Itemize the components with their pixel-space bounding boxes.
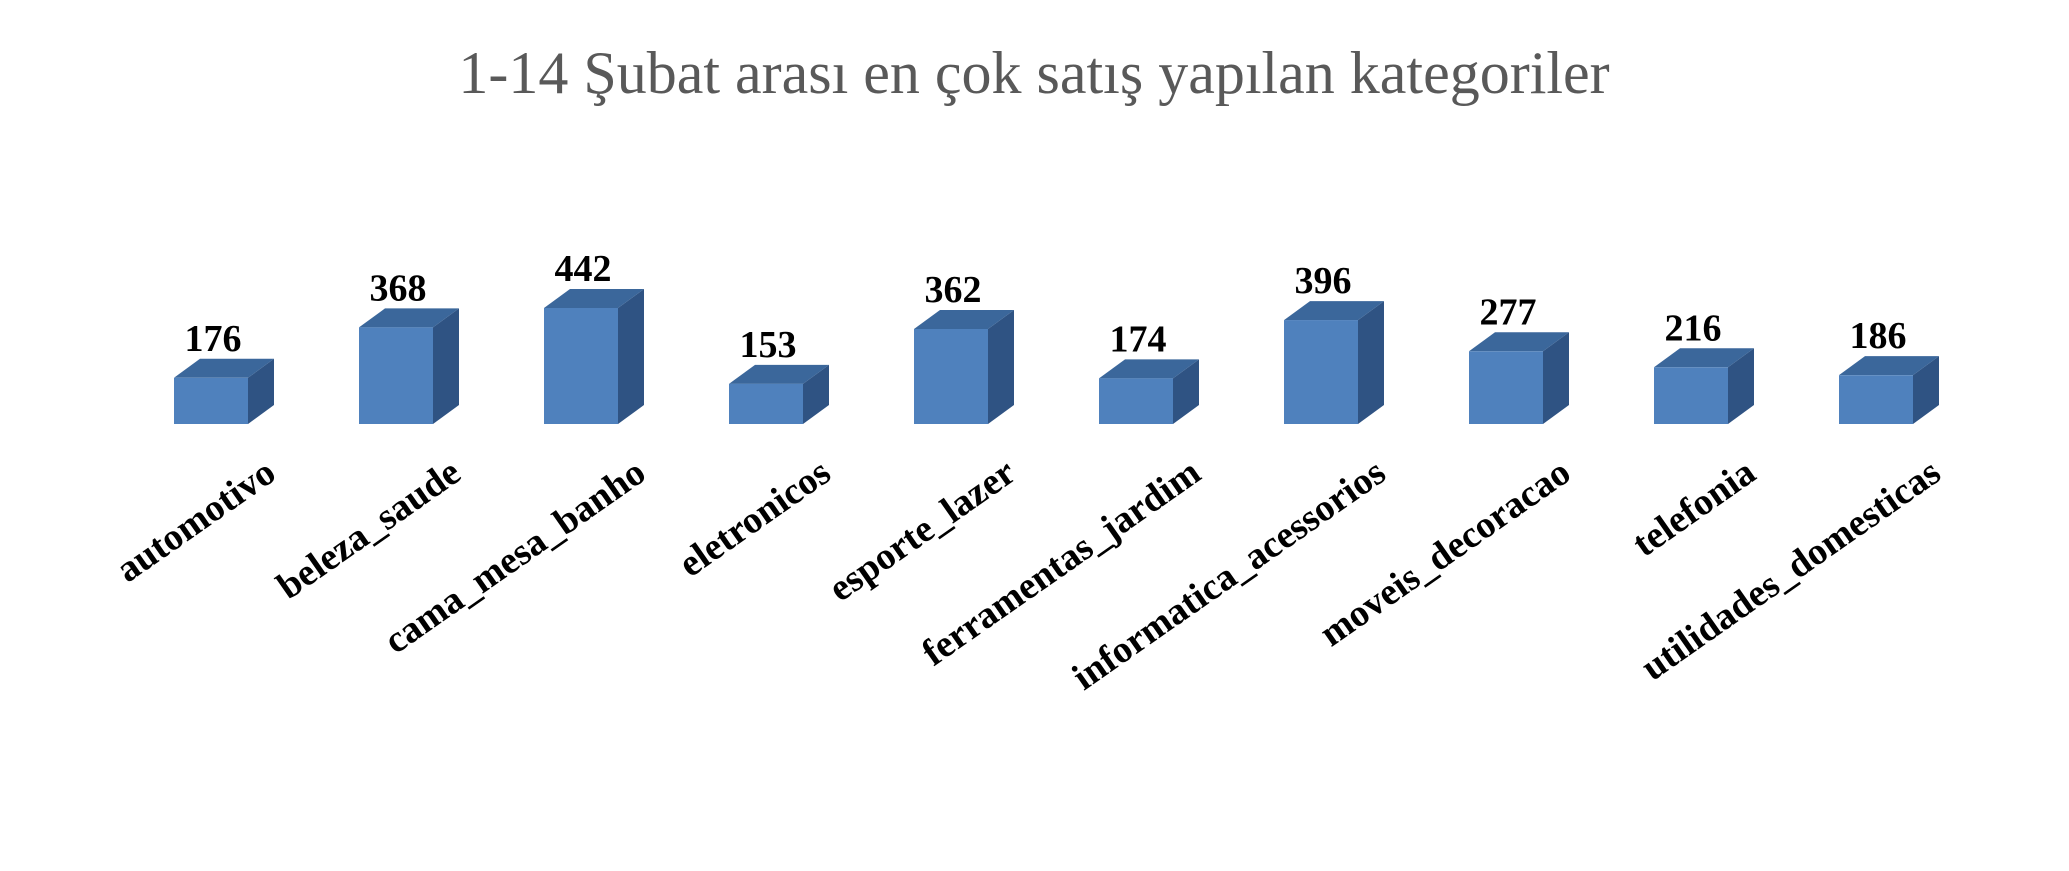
- bar-front-informatica_acessorios: [1284, 320, 1358, 424]
- value-label-moveis_decoracao: 277: [1480, 291, 1537, 333]
- bar-telefonia: [1654, 348, 1754, 424]
- bar-ferramentas_jardim: [1099, 359, 1199, 424]
- bar-front-automotivo: [174, 377, 248, 424]
- bar-top-beleza_saude: [359, 308, 459, 328]
- bar-top-informatica_acessorios: [1284, 301, 1384, 321]
- bar-top-telefonia: [1654, 348, 1754, 368]
- bar-side-esporte_lazer: [988, 309, 1014, 424]
- bar-top-automotivo: [174, 358, 274, 378]
- bar-informatica_acessorios: [1284, 301, 1384, 424]
- bar-side-informatica_acessorios: [1358, 301, 1384, 424]
- bar-front-utilidades_domesticas: [1839, 375, 1913, 424]
- bar-front-eletronicos: [729, 383, 803, 424]
- bar-top-ferramentas_jardim: [1099, 359, 1199, 379]
- bar-top-eletronicos: [729, 364, 829, 384]
- category-label-eletronicos: eletronicos: [671, 451, 838, 585]
- bar-beleza_saude: [359, 308, 459, 424]
- value-label-informatica_acessorios: 396: [1295, 260, 1352, 302]
- category-label-telefonia: telefonia: [1625, 451, 1763, 565]
- category-label-informatica_acessorios: informatica_acessorios: [1065, 451, 1393, 698]
- bar-side-ferramentas_jardim: [1173, 359, 1199, 424]
- value-label-cama_mesa_banho: 442: [555, 248, 612, 290]
- value-label-utilidades_domesticas: 186: [1850, 315, 1907, 357]
- bar-front-cama_mesa_banho: [544, 308, 618, 424]
- bar-side-cama_mesa_banho: [618, 289, 644, 424]
- bar-front-esporte_lazer: [914, 328, 988, 424]
- bar-top-cama_mesa_banho: [544, 289, 644, 308]
- chart-title: 1-14 Şubat arası en çok satış yapılan ka…: [458, 40, 1609, 106]
- bar-front-beleza_saude: [359, 327, 433, 424]
- bar-cama_mesa_banho: [544, 289, 644, 424]
- bar-moveis_decoracao: [1469, 332, 1569, 424]
- bar-side-telefonia: [1728, 348, 1754, 424]
- bar-front-ferramentas_jardim: [1099, 378, 1173, 424]
- bar-top-utilidades_domesticas: [1839, 356, 1939, 376]
- value-label-telefonia: 216: [1665, 307, 1722, 349]
- value-label-esporte_lazer: 362: [925, 269, 982, 311]
- bar-utilidades_domesticas: [1839, 356, 1939, 424]
- bar-side-utilidades_domesticas: [1913, 356, 1939, 424]
- value-label-ferramentas_jardim: 174: [1110, 318, 1167, 360]
- bars-group: [174, 289, 1939, 424]
- category-label-utilidades_domesticas: utilidades_domesticas: [1634, 451, 1949, 689]
- bar-front-telefonia: [1654, 367, 1728, 424]
- bar-front-moveis_decoracao: [1469, 351, 1543, 424]
- bar-side-beleza_saude: [433, 308, 459, 424]
- bar-top-esporte_lazer: [914, 309, 1014, 329]
- bar-eletronicos: [729, 364, 829, 424]
- value-label-automotivo: 176: [185, 318, 242, 360]
- bar-automotivo: [174, 358, 274, 424]
- bar-side-eletronicos: [803, 364, 829, 424]
- category-label-automotivo: automotivo: [109, 451, 284, 591]
- bar-esporte_lazer: [914, 309, 1014, 424]
- value-labels-group: 176 368 442 153 362 174 396 277 216 186: [185, 248, 1907, 366]
- value-label-beleza_saude: 368: [370, 267, 427, 309]
- bar-side-automotivo: [248, 358, 274, 424]
- bar-top-moveis_decoracao: [1469, 332, 1569, 352]
- bar-side-moveis_decoracao: [1543, 332, 1569, 424]
- value-label-eletronicos: 153: [740, 324, 797, 366]
